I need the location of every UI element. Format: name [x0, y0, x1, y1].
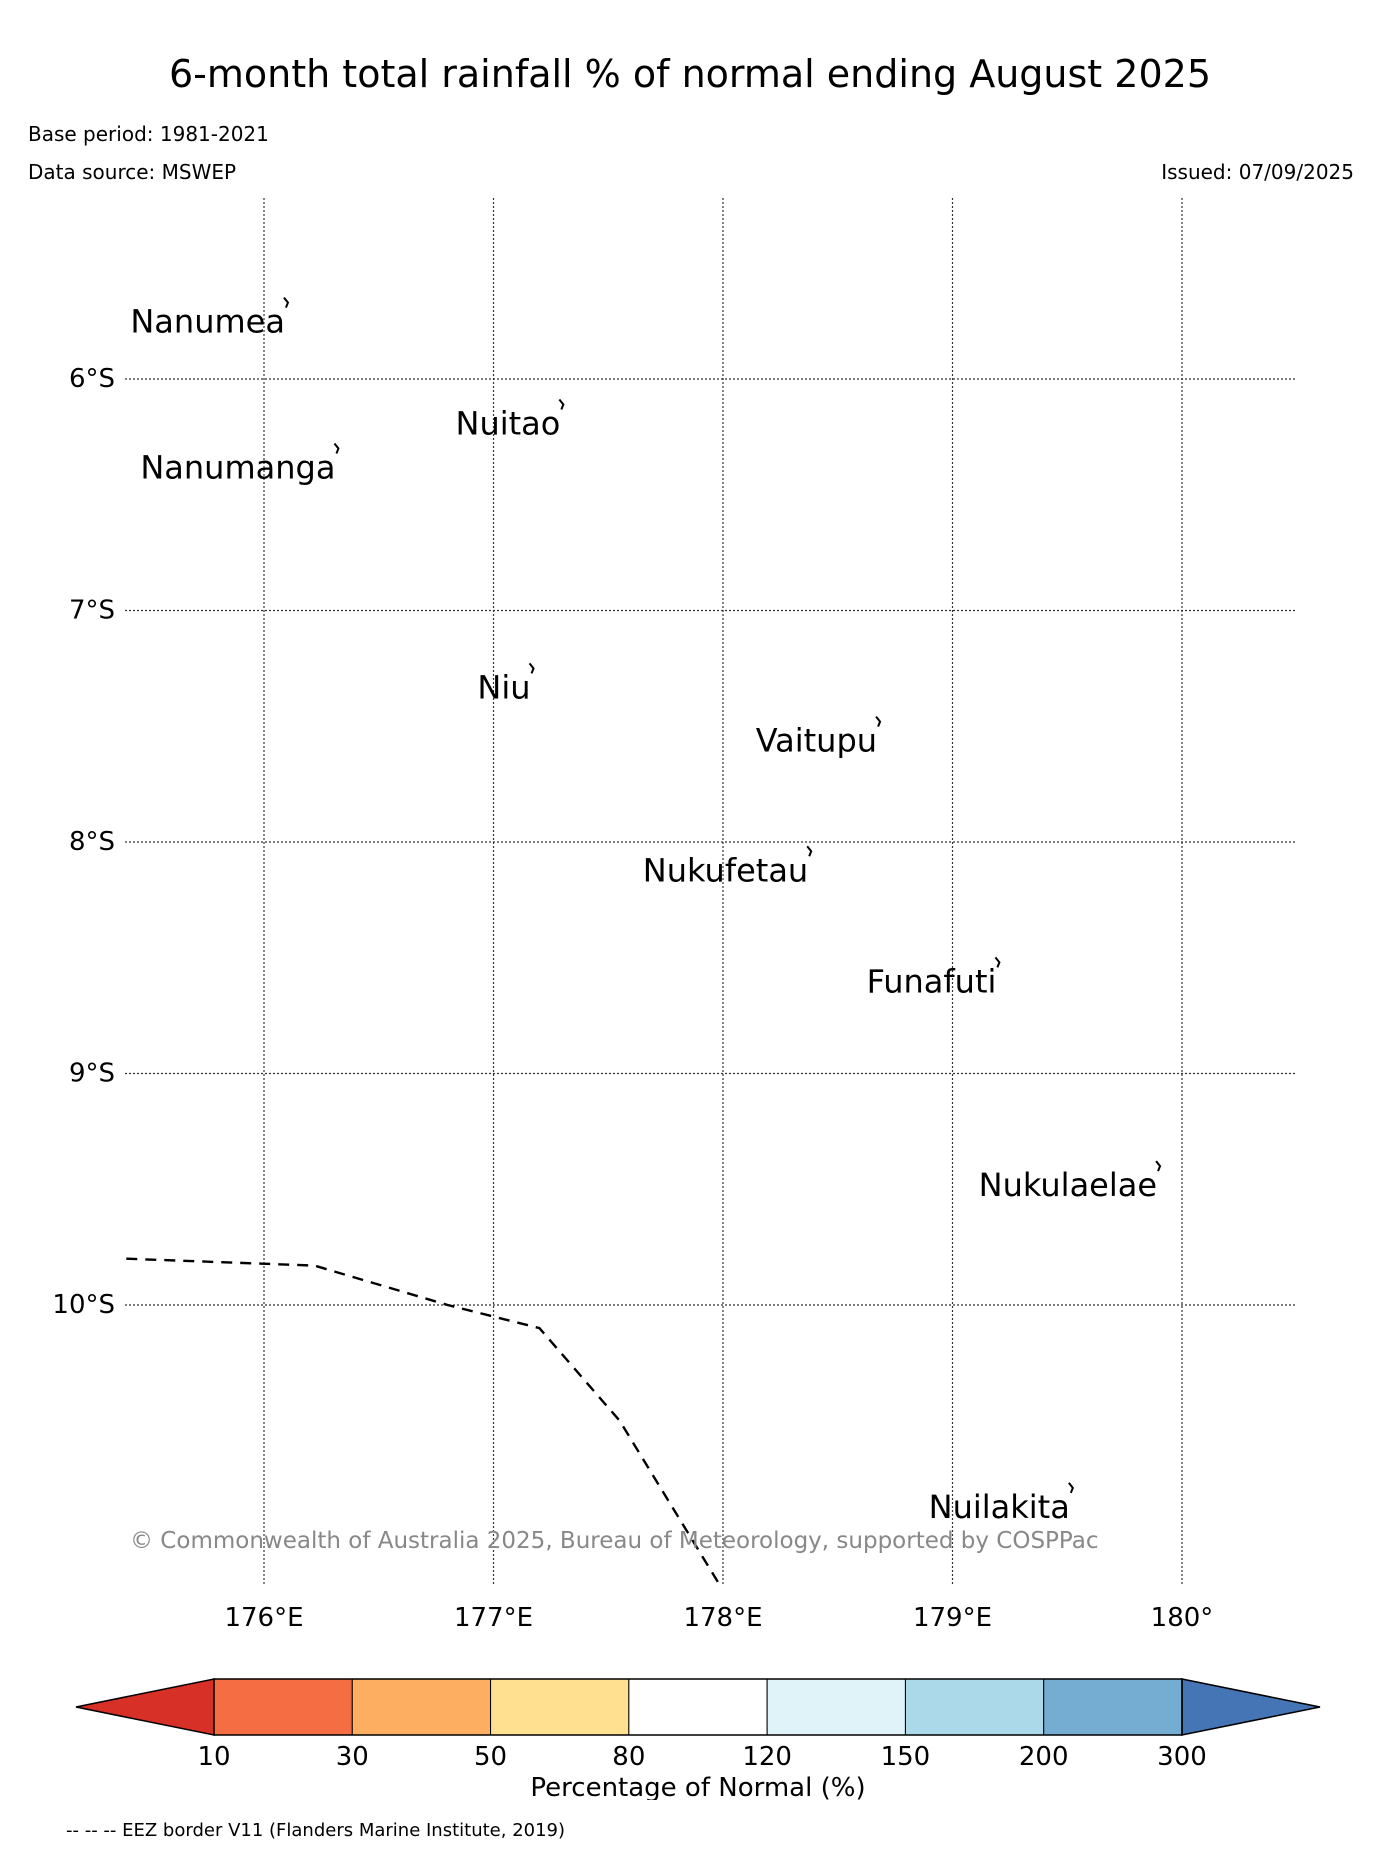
colorbar-segment: [628, 1678, 768, 1736]
colorbar-segment: [351, 1678, 492, 1736]
colorbar-tick-label: 120: [742, 1742, 792, 1772]
lon-tick-label: 180°: [1151, 1603, 1214, 1633]
colorbar-frame: [213, 1678, 1183, 1736]
lat-tick-label: 10°S: [52, 1290, 115, 1320]
data-source: Data source: MSWEP: [28, 160, 237, 184]
island-label: Nukufetau: [643, 851, 808, 889]
island-outline: [283, 296, 290, 308]
lat-tick-label: 7°S: [69, 596, 115, 626]
rainfall-map: Nanumea Nuitao Nanumanga Niu Vaitupu Nukufeta…: [52, 198, 1321, 1800]
island-label: Nanumea: [130, 303, 285, 341]
colorbar-tick-label: 10: [197, 1742, 230, 1772]
island-outline: [994, 956, 1001, 968]
graticule: [125, 198, 1295, 1585]
map-title: 6-month total rainfall % of normal endin…: [169, 52, 1211, 96]
colorbar-segment: [904, 1678, 1045, 1736]
colorbar-tick-label: 30: [336, 1742, 369, 1772]
island-label: Nukulaelae: [979, 1166, 1157, 1204]
island-label: Niu: [477, 668, 530, 706]
colorbar-label: Percentage of Normal (%): [530, 1773, 865, 1800]
colorbar-segment: [1043, 1678, 1183, 1736]
colorbar-segment: [490, 1678, 630, 1736]
island-label: Nuilakita: [929, 1488, 1070, 1526]
lon-tick-label: 176°E: [224, 1603, 303, 1633]
island-outline: [528, 662, 535, 674]
islands: Nanumea Nuitao Nanumanga Niu Vaitupu Nukufeta…: [130, 296, 1162, 1526]
island-outline: [1155, 1160, 1162, 1172]
island-label: Nanumanga: [140, 448, 335, 486]
island-label: Funafuti: [867, 962, 997, 1000]
eez-border: [126, 1257, 720, 1584]
base-period: Base period: 1981-2021: [28, 122, 269, 146]
colorbar-tick-label: 300: [1157, 1742, 1207, 1772]
island-outline: [875, 715, 882, 727]
axis-labels: 6°S 7°S 8°S 9°S 10°S 176°E 177°E 178°E 179°E 180°: [52, 364, 1213, 1633]
eez-border-line: [126, 1257, 720, 1584]
lat-tick-label: 9°S: [69, 1059, 115, 1089]
colorbar-legend: 10 30 50 80 120 150 200 300: [75, 1678, 1321, 1772]
island-outline: [1068, 1482, 1074, 1494]
colorbar-tick-label: 200: [1019, 1742, 1069, 1772]
island-label: Vaitupu: [756, 722, 877, 760]
colorbar-segment: [766, 1678, 906, 1736]
issued-date: Issued: 07/09/2025: [1161, 160, 1354, 184]
copyright-notice: © Commonwealth of Australia 2025, Bureau…: [130, 1528, 1099, 1554]
eez-footnote: -- -- -- EEZ border V11 (Flanders Marine…: [66, 1820, 566, 1841]
colorbar-tick-label: 80: [612, 1742, 645, 1772]
colorbar-tick-label: 50: [474, 1742, 507, 1772]
lat-tick-label: 8°S: [69, 827, 115, 857]
colorbar-tick-label: 150: [881, 1742, 931, 1772]
island-label: Nuitao: [456, 404, 561, 442]
lon-tick-label: 178°E: [683, 1603, 762, 1633]
island-outline: [333, 442, 340, 454]
colorbar-extend-high: [1181, 1678, 1321, 1736]
island-outline: [806, 845, 813, 857]
colorbar-extend-low: [75, 1678, 215, 1736]
island-outline: [558, 398, 565, 410]
lon-tick-label: 179°E: [913, 1603, 992, 1633]
colorbar-segment: [213, 1678, 353, 1736]
lat-tick-label: 6°S: [69, 364, 115, 394]
lon-tick-label: 177°E: [454, 1603, 533, 1633]
